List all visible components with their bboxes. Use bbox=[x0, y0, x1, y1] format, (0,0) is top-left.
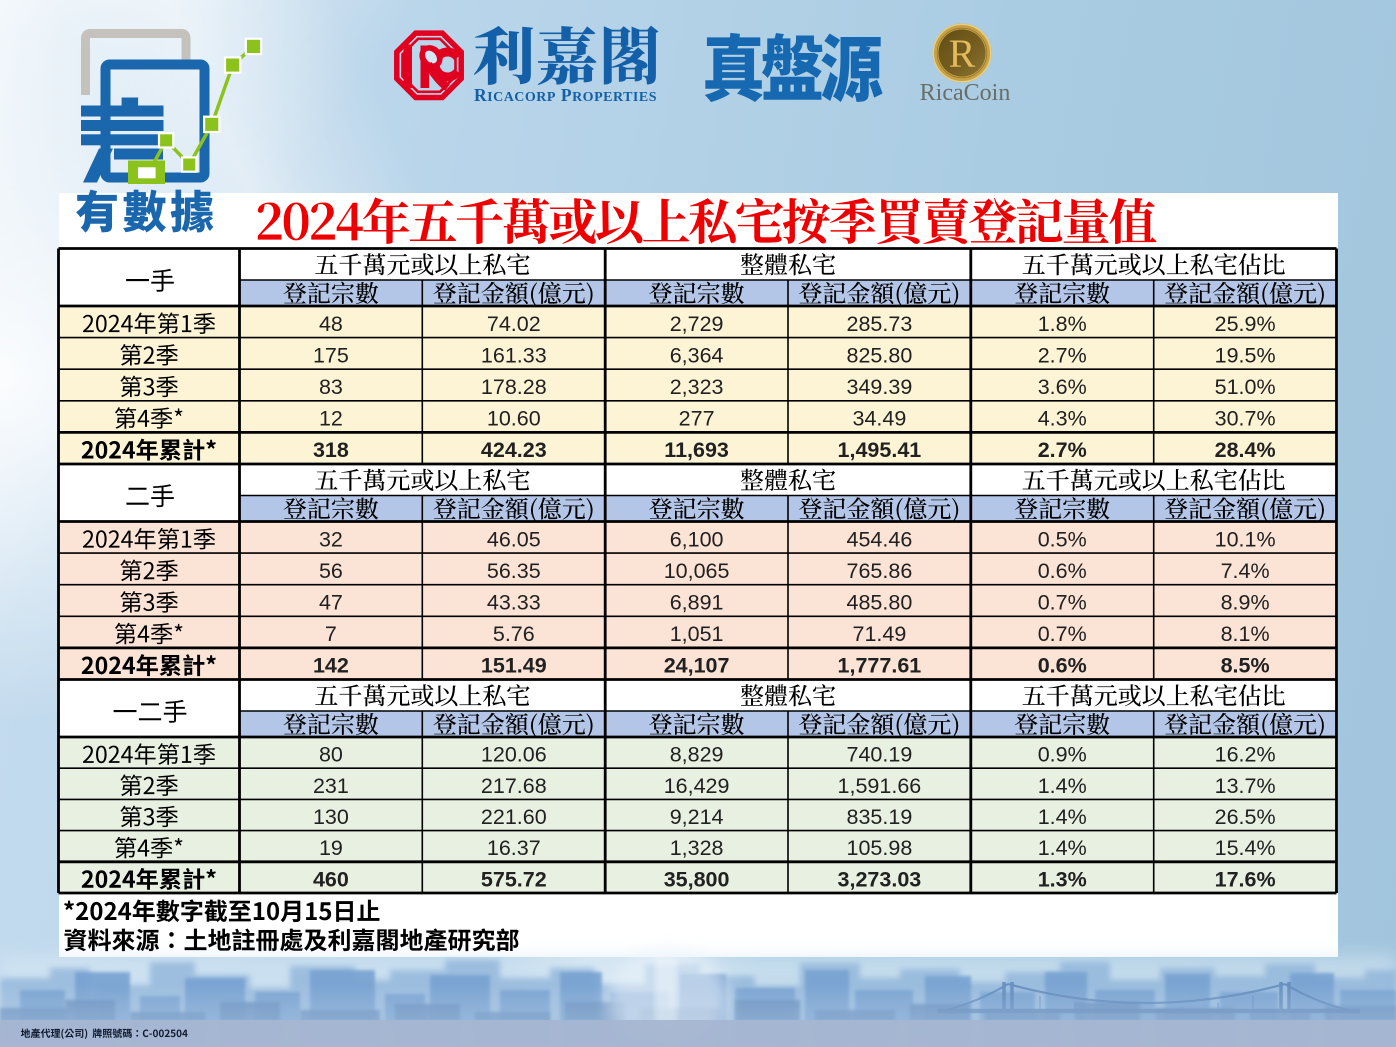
svg-text:47: 47 bbox=[319, 591, 343, 615]
svg-text:80: 80 bbox=[319, 743, 343, 767]
svg-text:35,800: 35,800 bbox=[664, 867, 730, 891]
svg-text:1.4%: 1.4% bbox=[1038, 805, 1087, 829]
svg-text:16,429: 16,429 bbox=[664, 774, 730, 798]
svg-text:8.9%: 8.9% bbox=[1221, 591, 1270, 615]
svg-text:1.3%: 1.3% bbox=[1038, 867, 1087, 891]
svg-text:318: 318 bbox=[313, 438, 349, 462]
svg-text:221.60: 221.60 bbox=[481, 805, 547, 829]
svg-text:142: 142 bbox=[313, 654, 349, 678]
svg-text:1,495.41: 1,495.41 bbox=[838, 438, 922, 462]
svg-text:2.7%: 2.7% bbox=[1038, 343, 1087, 367]
svg-text:6,100: 6,100 bbox=[670, 527, 724, 551]
svg-text:10.1%: 10.1% bbox=[1215, 527, 1276, 551]
svg-text:56.35: 56.35 bbox=[487, 559, 541, 583]
svg-text:740.19: 740.19 bbox=[847, 743, 913, 767]
svg-text:460: 460 bbox=[313, 867, 349, 891]
svg-text:74.02: 74.02 bbox=[487, 312, 541, 336]
svg-text:71.49: 71.49 bbox=[852, 622, 906, 646]
svg-text:19.5%: 19.5% bbox=[1215, 343, 1276, 367]
svg-text:0.7%: 0.7% bbox=[1038, 591, 1087, 615]
svg-text:6,364: 6,364 bbox=[670, 343, 724, 367]
svg-text:424.23: 424.23 bbox=[481, 438, 547, 462]
svg-text:5.76: 5.76 bbox=[493, 622, 535, 646]
svg-text:161.33: 161.33 bbox=[481, 343, 547, 367]
svg-text:2,729: 2,729 bbox=[670, 312, 724, 336]
svg-text:3.6%: 3.6% bbox=[1038, 375, 1087, 399]
svg-text:765.86: 765.86 bbox=[847, 559, 913, 583]
svg-text:175: 175 bbox=[313, 343, 349, 367]
svg-text:485.80: 485.80 bbox=[847, 591, 913, 615]
svg-text:1.4%: 1.4% bbox=[1038, 774, 1087, 798]
svg-text:34.49: 34.49 bbox=[852, 407, 906, 431]
svg-text:231: 231 bbox=[313, 774, 349, 798]
svg-text:43.33: 43.33 bbox=[487, 591, 541, 615]
svg-text:1,591.66: 1,591.66 bbox=[838, 774, 922, 798]
svg-text:25.9%: 25.9% bbox=[1215, 312, 1276, 336]
svg-text:130: 130 bbox=[313, 805, 349, 829]
svg-text:48: 48 bbox=[319, 312, 343, 336]
svg-text:454.46: 454.46 bbox=[847, 527, 913, 551]
svg-text:0.6%: 0.6% bbox=[1038, 654, 1087, 678]
svg-text:83: 83 bbox=[319, 375, 343, 399]
svg-text:24,107: 24,107 bbox=[664, 654, 730, 678]
svg-text:28.4%: 28.4% bbox=[1215, 438, 1276, 462]
svg-text:16.37: 16.37 bbox=[487, 836, 541, 860]
svg-text:7: 7 bbox=[325, 622, 337, 646]
svg-text:10,065: 10,065 bbox=[664, 559, 730, 583]
svg-text:1.4%: 1.4% bbox=[1038, 836, 1087, 860]
svg-text:8.5%: 8.5% bbox=[1221, 654, 1270, 678]
svg-text:277: 277 bbox=[679, 407, 715, 431]
svg-text:6,891: 6,891 bbox=[670, 591, 724, 615]
svg-text:2.7%: 2.7% bbox=[1038, 438, 1087, 462]
svg-text:17.6%: 17.6% bbox=[1215, 867, 1276, 891]
svg-text:151.49: 151.49 bbox=[481, 654, 547, 678]
svg-text:3,273.03: 3,273.03 bbox=[838, 867, 922, 891]
svg-text:32: 32 bbox=[319, 527, 343, 551]
svg-text:105.98: 105.98 bbox=[847, 836, 913, 860]
svg-text:RicaCoin: RicaCoin bbox=[920, 80, 1011, 106]
svg-text:15.4%: 15.4% bbox=[1215, 836, 1276, 860]
svg-text:120.06: 120.06 bbox=[481, 743, 547, 767]
svg-text:2,323: 2,323 bbox=[670, 375, 724, 399]
svg-text:1,777.61: 1,777.61 bbox=[838, 654, 922, 678]
svg-text:56: 56 bbox=[319, 559, 343, 583]
svg-text:1,328: 1,328 bbox=[670, 836, 724, 860]
svg-text:11,693: 11,693 bbox=[664, 438, 729, 462]
svg-text:575.72: 575.72 bbox=[481, 867, 547, 891]
svg-text:9,214: 9,214 bbox=[670, 805, 724, 829]
svg-text:12: 12 bbox=[319, 407, 343, 431]
svg-text:0.5%: 0.5% bbox=[1038, 527, 1087, 551]
svg-text:178.28: 178.28 bbox=[481, 375, 547, 399]
svg-text:8,829: 8,829 bbox=[670, 743, 724, 767]
svg-text:217.68: 217.68 bbox=[481, 774, 547, 798]
svg-text:0.6%: 0.6% bbox=[1038, 559, 1087, 583]
svg-text:19: 19 bbox=[319, 836, 343, 860]
svg-text:0.7%: 0.7% bbox=[1038, 622, 1087, 646]
svg-text:16.2%: 16.2% bbox=[1215, 743, 1276, 767]
svg-text:26.5%: 26.5% bbox=[1215, 805, 1276, 829]
svg-text:835.19: 835.19 bbox=[847, 805, 913, 829]
svg-text:51.0%: 51.0% bbox=[1215, 375, 1276, 399]
svg-text:1,051: 1,051 bbox=[670, 622, 724, 646]
svg-text:10.60: 10.60 bbox=[487, 407, 541, 431]
svg-text:8.1%: 8.1% bbox=[1221, 622, 1270, 646]
svg-text:30.7%: 30.7% bbox=[1215, 407, 1276, 431]
svg-text:1.8%: 1.8% bbox=[1038, 312, 1087, 336]
svg-text:7.4%: 7.4% bbox=[1221, 559, 1270, 583]
svg-text:349.39: 349.39 bbox=[847, 375, 913, 399]
svg-text:825.80: 825.80 bbox=[847, 343, 913, 367]
svg-text:4.3%: 4.3% bbox=[1038, 407, 1087, 431]
svg-text:13.7%: 13.7% bbox=[1215, 774, 1276, 798]
svg-text:46.05: 46.05 bbox=[487, 527, 541, 551]
svg-text:RICACORP PROPERTIES: RICACORP PROPERTIES bbox=[474, 85, 657, 105]
svg-text:R: R bbox=[949, 31, 976, 76]
svg-text:285.73: 285.73 bbox=[847, 312, 913, 336]
svg-text:0.9%: 0.9% bbox=[1038, 743, 1087, 767]
